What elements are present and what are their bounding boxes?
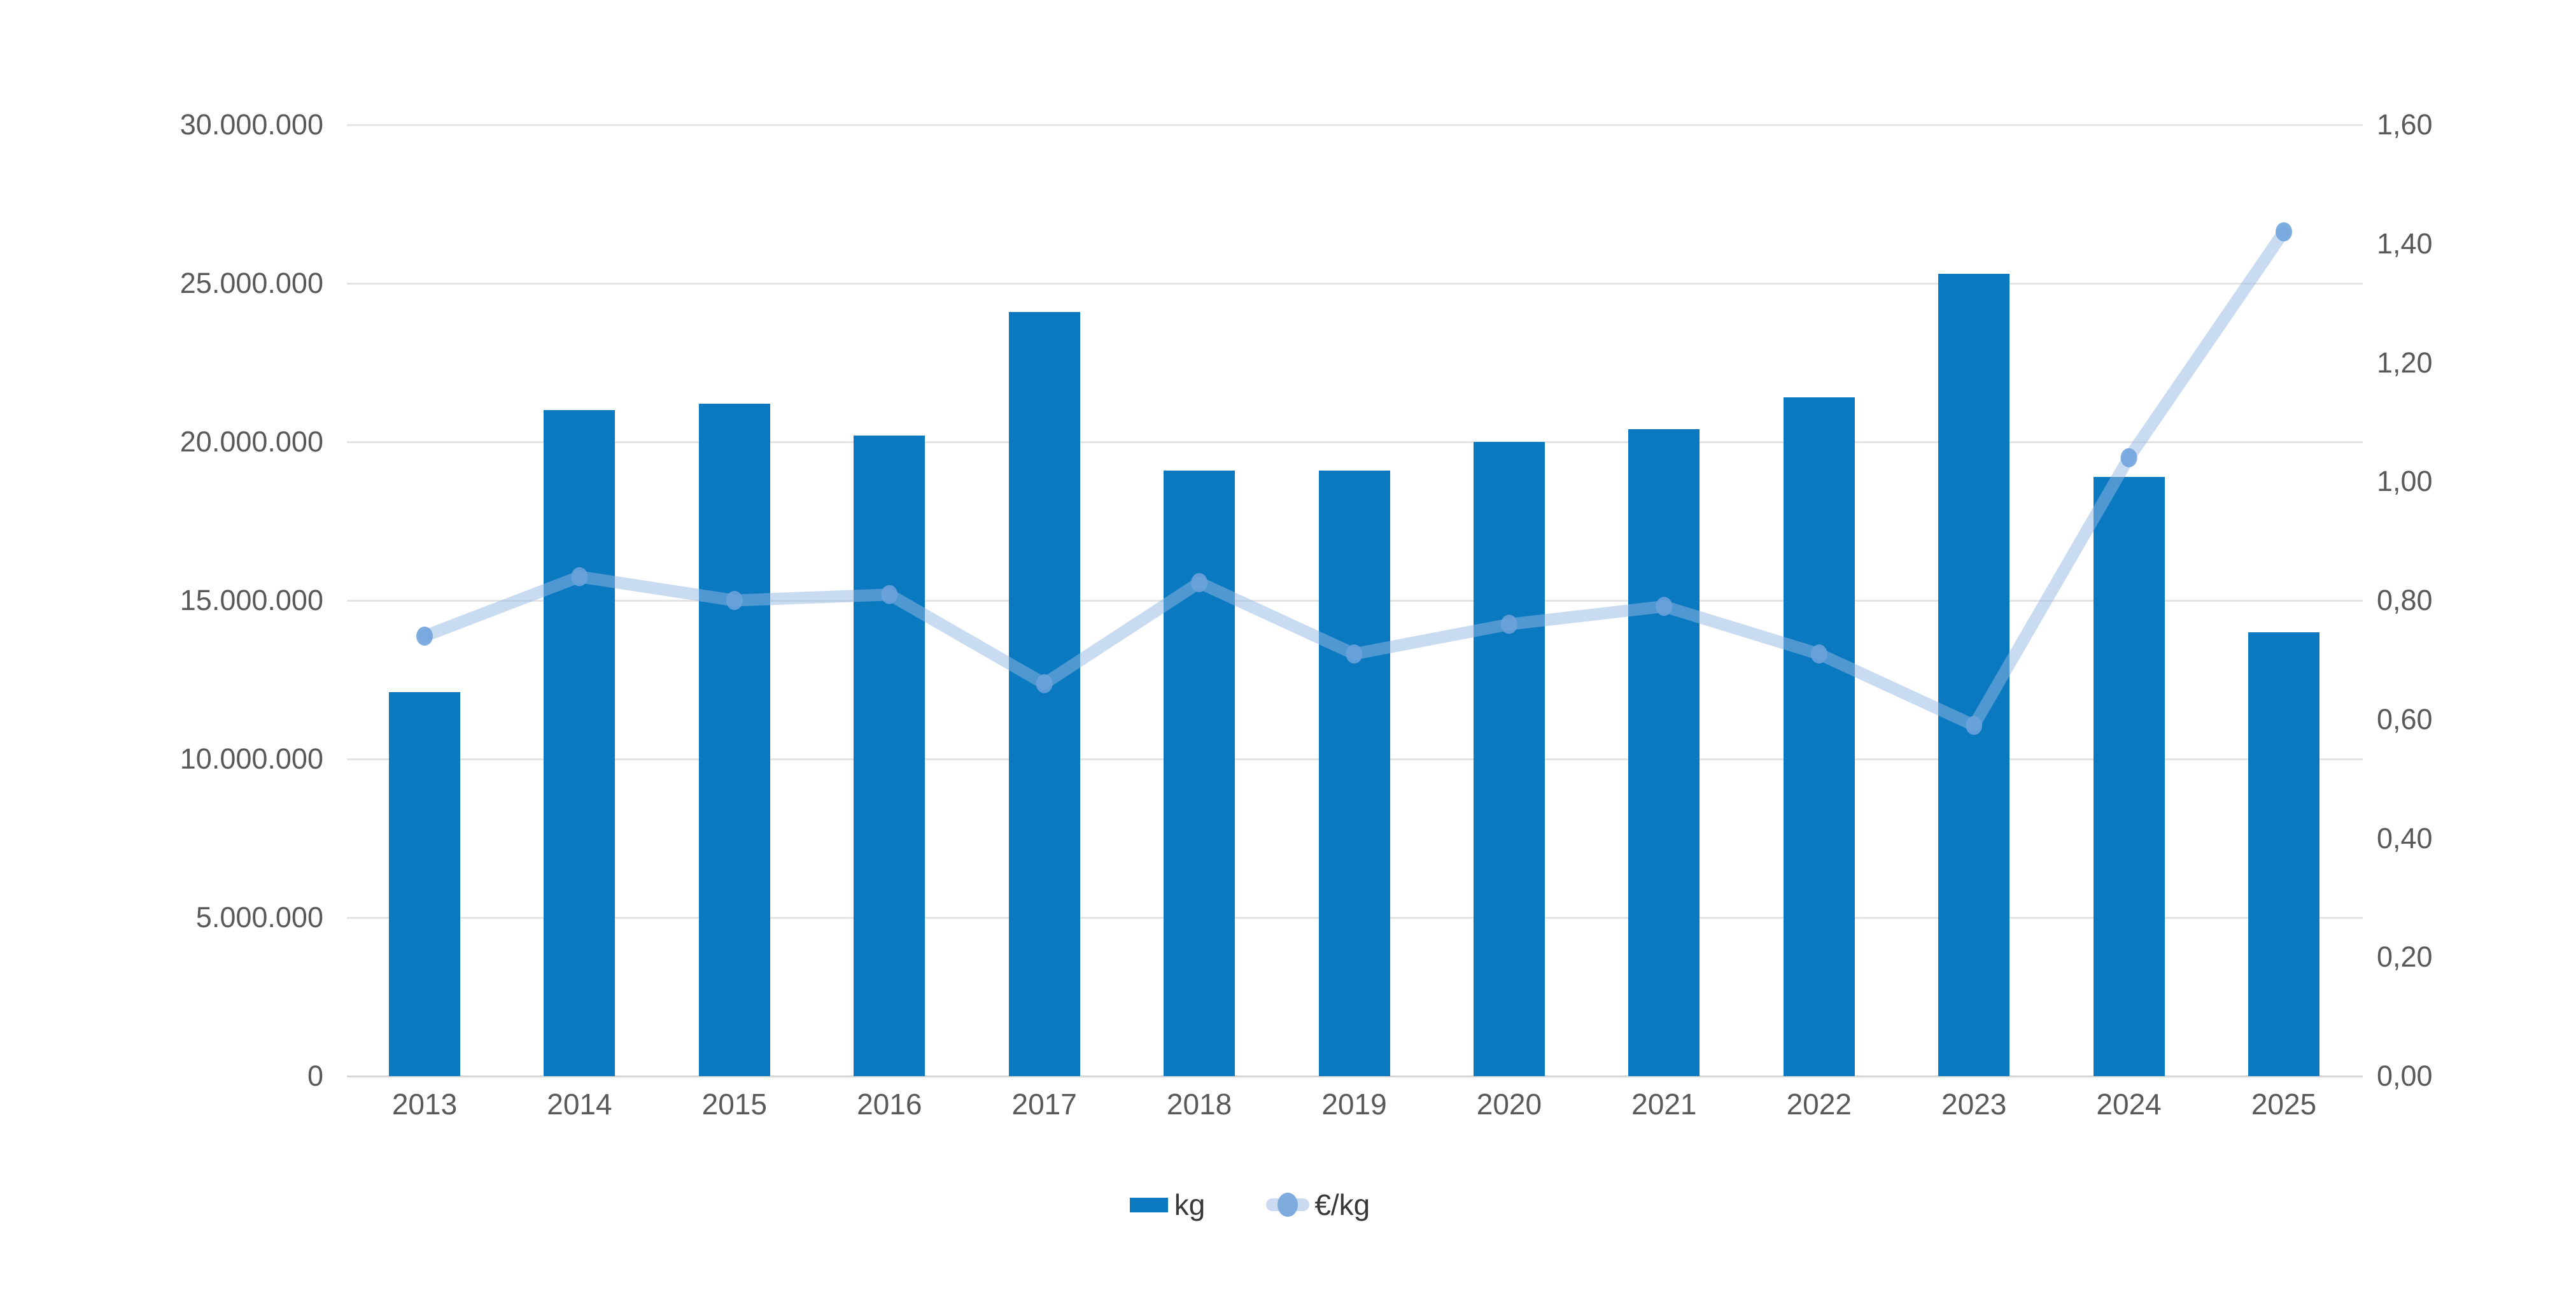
bar-2016 [854,436,926,1076]
bar-2020 [1473,442,1545,1076]
gridline [347,441,2363,443]
legend-item-kg: kg [1129,1188,1206,1221]
bar-2015 [698,404,770,1076]
gridline [347,1075,2363,1077]
right-axis-tick-label: 0,20 [2377,940,2433,974]
x-axis-label-2018: 2018 [1166,1088,1232,1121]
legend: kg €/kg [0,1188,2538,1221]
x-axis-label-2024: 2024 [2096,1088,2162,1121]
bar-2022 [1783,397,1855,1076]
bar-2017 [1008,311,1080,1076]
right-axis-tick-label: 1,60 [2377,108,2433,141]
legend-item-eur-per-kg: €/kg [1266,1188,1370,1221]
x-axis-label-2013: 2013 [391,1088,458,1121]
x-axis-label-2019: 2019 [1321,1088,1387,1121]
right-axis-tick-label: 0,40 [2377,821,2433,855]
right-axis-tick-label: 1,00 [2377,465,2433,498]
x-axis-label-2025: 2025 [2251,1088,2317,1121]
x-axis-label-2014: 2014 [547,1088,612,1121]
x-axis-label-2023: 2023 [1941,1088,2007,1121]
bar-2024 [2093,476,2165,1076]
x-axis-label-2020: 2020 [1476,1088,1542,1121]
x-axis-label-2015: 2015 [701,1088,767,1121]
left-axis-tick-label: 25.000.000 [179,267,323,299]
bar-2019 [1318,470,1390,1076]
gridline [347,282,2363,285]
kg-bar-swatch-icon [1129,1197,1168,1212]
left-axis-tick-label: 15.000.000 [179,584,323,616]
x-axis-label-2016: 2016 [857,1088,922,1121]
legend-label-eur-per-kg: €/kg [1314,1188,1370,1221]
left-axis-tick-label: 10.000.000 [179,742,323,775]
right-axis-tick-label: 0,00 [2377,1060,2433,1092]
x-axis-label-2022: 2022 [1786,1088,1852,1121]
bar-2014 [544,410,616,1076]
bar-2018 [1164,470,1235,1076]
left-axis-tick-label: 20.000.000 [179,425,323,458]
line-marker-2025 [2276,222,2292,242]
bar-2013 [389,692,460,1076]
right-axis-tick-label: 0,80 [2377,584,2433,616]
right-axis-tick-label: 1,40 [2377,227,2433,260]
bar-2025 [2248,632,2319,1076]
x-axis-label-2017: 2017 [1011,1088,1077,1121]
right-axis-tick-label: 0,60 [2377,702,2433,735]
bar-2021 [1628,429,1700,1076]
line-marker-2024 [2120,448,2137,467]
left-axis-tick-label: 30.000.000 [179,108,323,141]
right-axis-tick-label: 1,20 [2377,346,2433,379]
x-axis-label-2021: 2021 [1631,1088,1697,1121]
gridline [347,124,2363,126]
left-axis-tick-label: 5.000.000 [195,901,323,933]
bar-2023 [1938,274,2010,1076]
eur-per-kg-line-swatch-icon [1266,1193,1310,1217]
line-marker-2013 [416,627,433,646]
left-axis-tick-label: 0 [307,1060,323,1092]
eur-per-kg-marker-icon [1277,1193,1299,1217]
legend-label-kg: kg [1174,1188,1206,1221]
